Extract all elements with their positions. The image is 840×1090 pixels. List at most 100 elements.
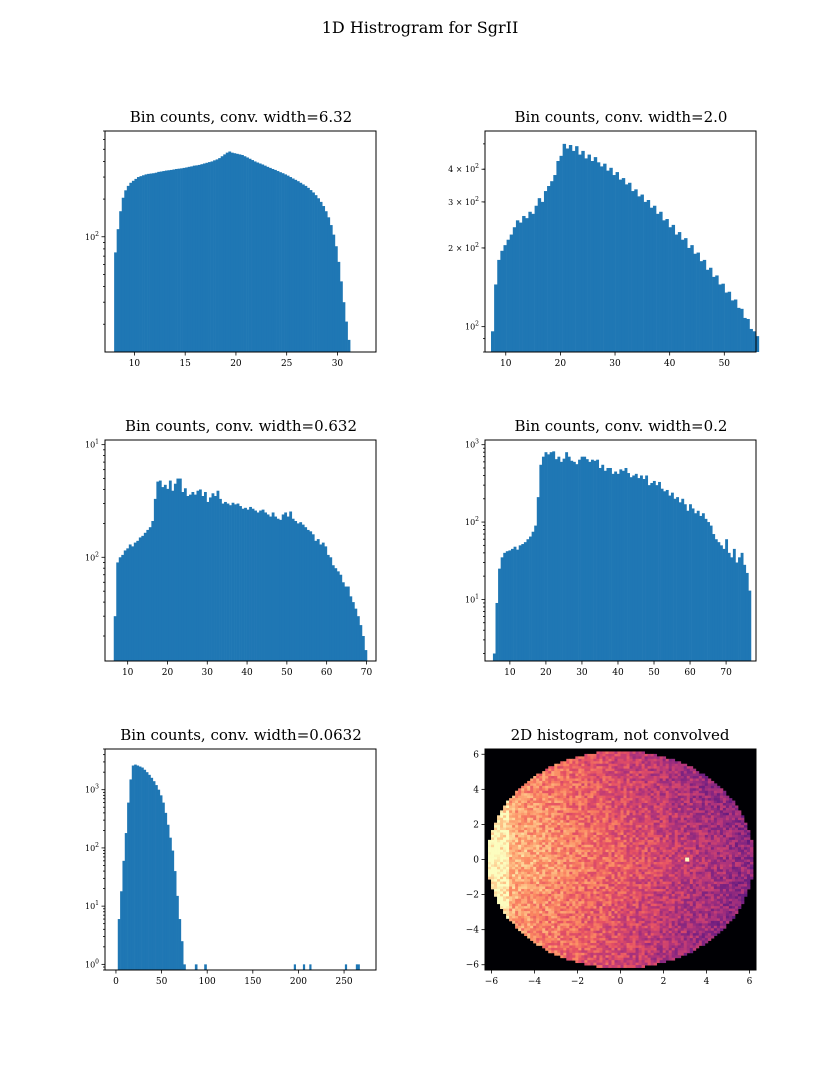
heatmap-cell	[569, 788, 573, 792]
heatmap-cell	[587, 893, 591, 897]
heatmap-cell	[611, 876, 615, 880]
heatmap-cell	[590, 807, 594, 811]
heatmap-cell	[692, 776, 697, 779]
heatmap-cell	[623, 849, 627, 853]
heatmap-cell	[668, 810, 673, 814]
heatmap-cell	[635, 866, 639, 870]
heatmap-cell	[566, 817, 570, 821]
heatmap-cell	[668, 832, 673, 836]
histogram-bar	[629, 477, 633, 661]
histogram-bar	[521, 544, 525, 661]
heatmap-cell	[734, 839, 739, 843]
heatmap-cell	[704, 844, 709, 848]
heatmap-cell	[695, 874, 700, 878]
heatmap-cell	[686, 766, 691, 770]
heatmap-cell	[650, 758, 655, 762]
heatmap-cell	[605, 857, 609, 860]
heatmap-cell	[653, 793, 658, 797]
heatmap-cell	[659, 807, 664, 811]
heatmap-cell	[731, 807, 736, 811]
heatmap-cell	[707, 825, 712, 828]
histogram-bar	[128, 544, 132, 661]
heatmap-cell	[695, 830, 700, 833]
histogram-bar	[319, 544, 323, 661]
heatmap-cell	[515, 810, 519, 814]
heatmap-cell	[665, 861, 670, 865]
heatmap-cell	[713, 817, 718, 821]
heatmap-cell	[692, 798, 697, 801]
heatmap-cell	[689, 861, 694, 865]
heatmap-cell	[698, 884, 703, 887]
heatmap-cell	[497, 822, 501, 826]
heatmap-cell	[713, 884, 718, 887]
heatmap-cell	[614, 822, 618, 826]
heatmap-cell	[626, 753, 630, 757]
heatmap-cell	[722, 803, 727, 806]
heatmap-cell	[728, 869, 733, 873]
heatmap-cell	[569, 785, 573, 789]
heatmap-cell	[554, 869, 558, 873]
heatmap-cell	[698, 871, 703, 875]
heatmap-cell	[530, 785, 534, 789]
heatmap-cell	[629, 776, 633, 779]
heatmap-cell	[557, 874, 561, 878]
heatmap-cell	[494, 861, 498, 865]
heatmap-cell	[596, 778, 600, 782]
heatmap-cell	[701, 842, 706, 846]
heatmap-cell	[575, 822, 579, 826]
heatmap-cell	[635, 788, 639, 792]
heatmap-cell	[533, 886, 537, 890]
heatmap-cell	[497, 884, 501, 887]
heatmap-cell	[659, 778, 664, 782]
heatmap-cell	[530, 871, 534, 875]
heatmap-cell	[725, 871, 730, 875]
heatmap-cell	[497, 834, 501, 838]
histogram-bar	[364, 650, 368, 661]
heatmap-cell	[716, 866, 721, 870]
heatmap-cell	[623, 888, 627, 892]
heatmap-cell	[698, 810, 703, 814]
heatmap-cell	[566, 849, 570, 853]
heatmap-cell	[716, 891, 721, 895]
heatmap-cell	[650, 763, 655, 767]
heatmap-cell	[638, 830, 642, 833]
heatmap-cell	[665, 780, 670, 784]
heatmap-cell	[629, 839, 633, 843]
heatmap-cell	[695, 852, 700, 855]
heatmap-cell	[707, 881, 712, 885]
heatmap-cell	[620, 817, 624, 821]
heatmap-cell	[665, 822, 670, 826]
heatmap-cell	[680, 780, 685, 784]
heatmap-cell	[620, 795, 624, 799]
histogram-bar	[668, 495, 672, 661]
heatmap-cell	[602, 859, 606, 863]
heatmap-cell	[575, 773, 579, 777]
heatmap-cell	[656, 820, 661, 824]
heatmap-cell	[518, 810, 522, 814]
heatmap-cell	[572, 766, 576, 770]
heatmap-cell	[629, 852, 633, 855]
heatmap-cell	[659, 785, 664, 789]
heatmap-cell	[650, 783, 655, 787]
heatmap-cell	[710, 810, 715, 814]
heatmap-cell	[599, 834, 603, 838]
heatmap-cell	[611, 869, 615, 873]
heatmap-cell	[536, 827, 540, 831]
heatmap-cell	[677, 807, 682, 811]
heatmap-cell	[539, 780, 543, 784]
histogram-bar	[269, 516, 272, 661]
heatmap-cell	[587, 803, 591, 806]
bars	[117, 764, 360, 970]
heatmap-cell	[665, 758, 670, 762]
heatmap-cell	[659, 815, 664, 819]
heatmap-cell	[587, 768, 591, 772]
heatmap-cell	[566, 758, 570, 762]
heatmap-cell	[590, 879, 594, 882]
heatmap-cell	[590, 886, 594, 890]
heatmap-cell	[620, 837, 624, 841]
heatmap-cell	[704, 812, 709, 816]
heatmap-cell	[515, 893, 519, 897]
histogram-bar	[309, 531, 313, 661]
heatmap-cell	[512, 852, 516, 855]
heatmap-cell	[629, 859, 633, 863]
